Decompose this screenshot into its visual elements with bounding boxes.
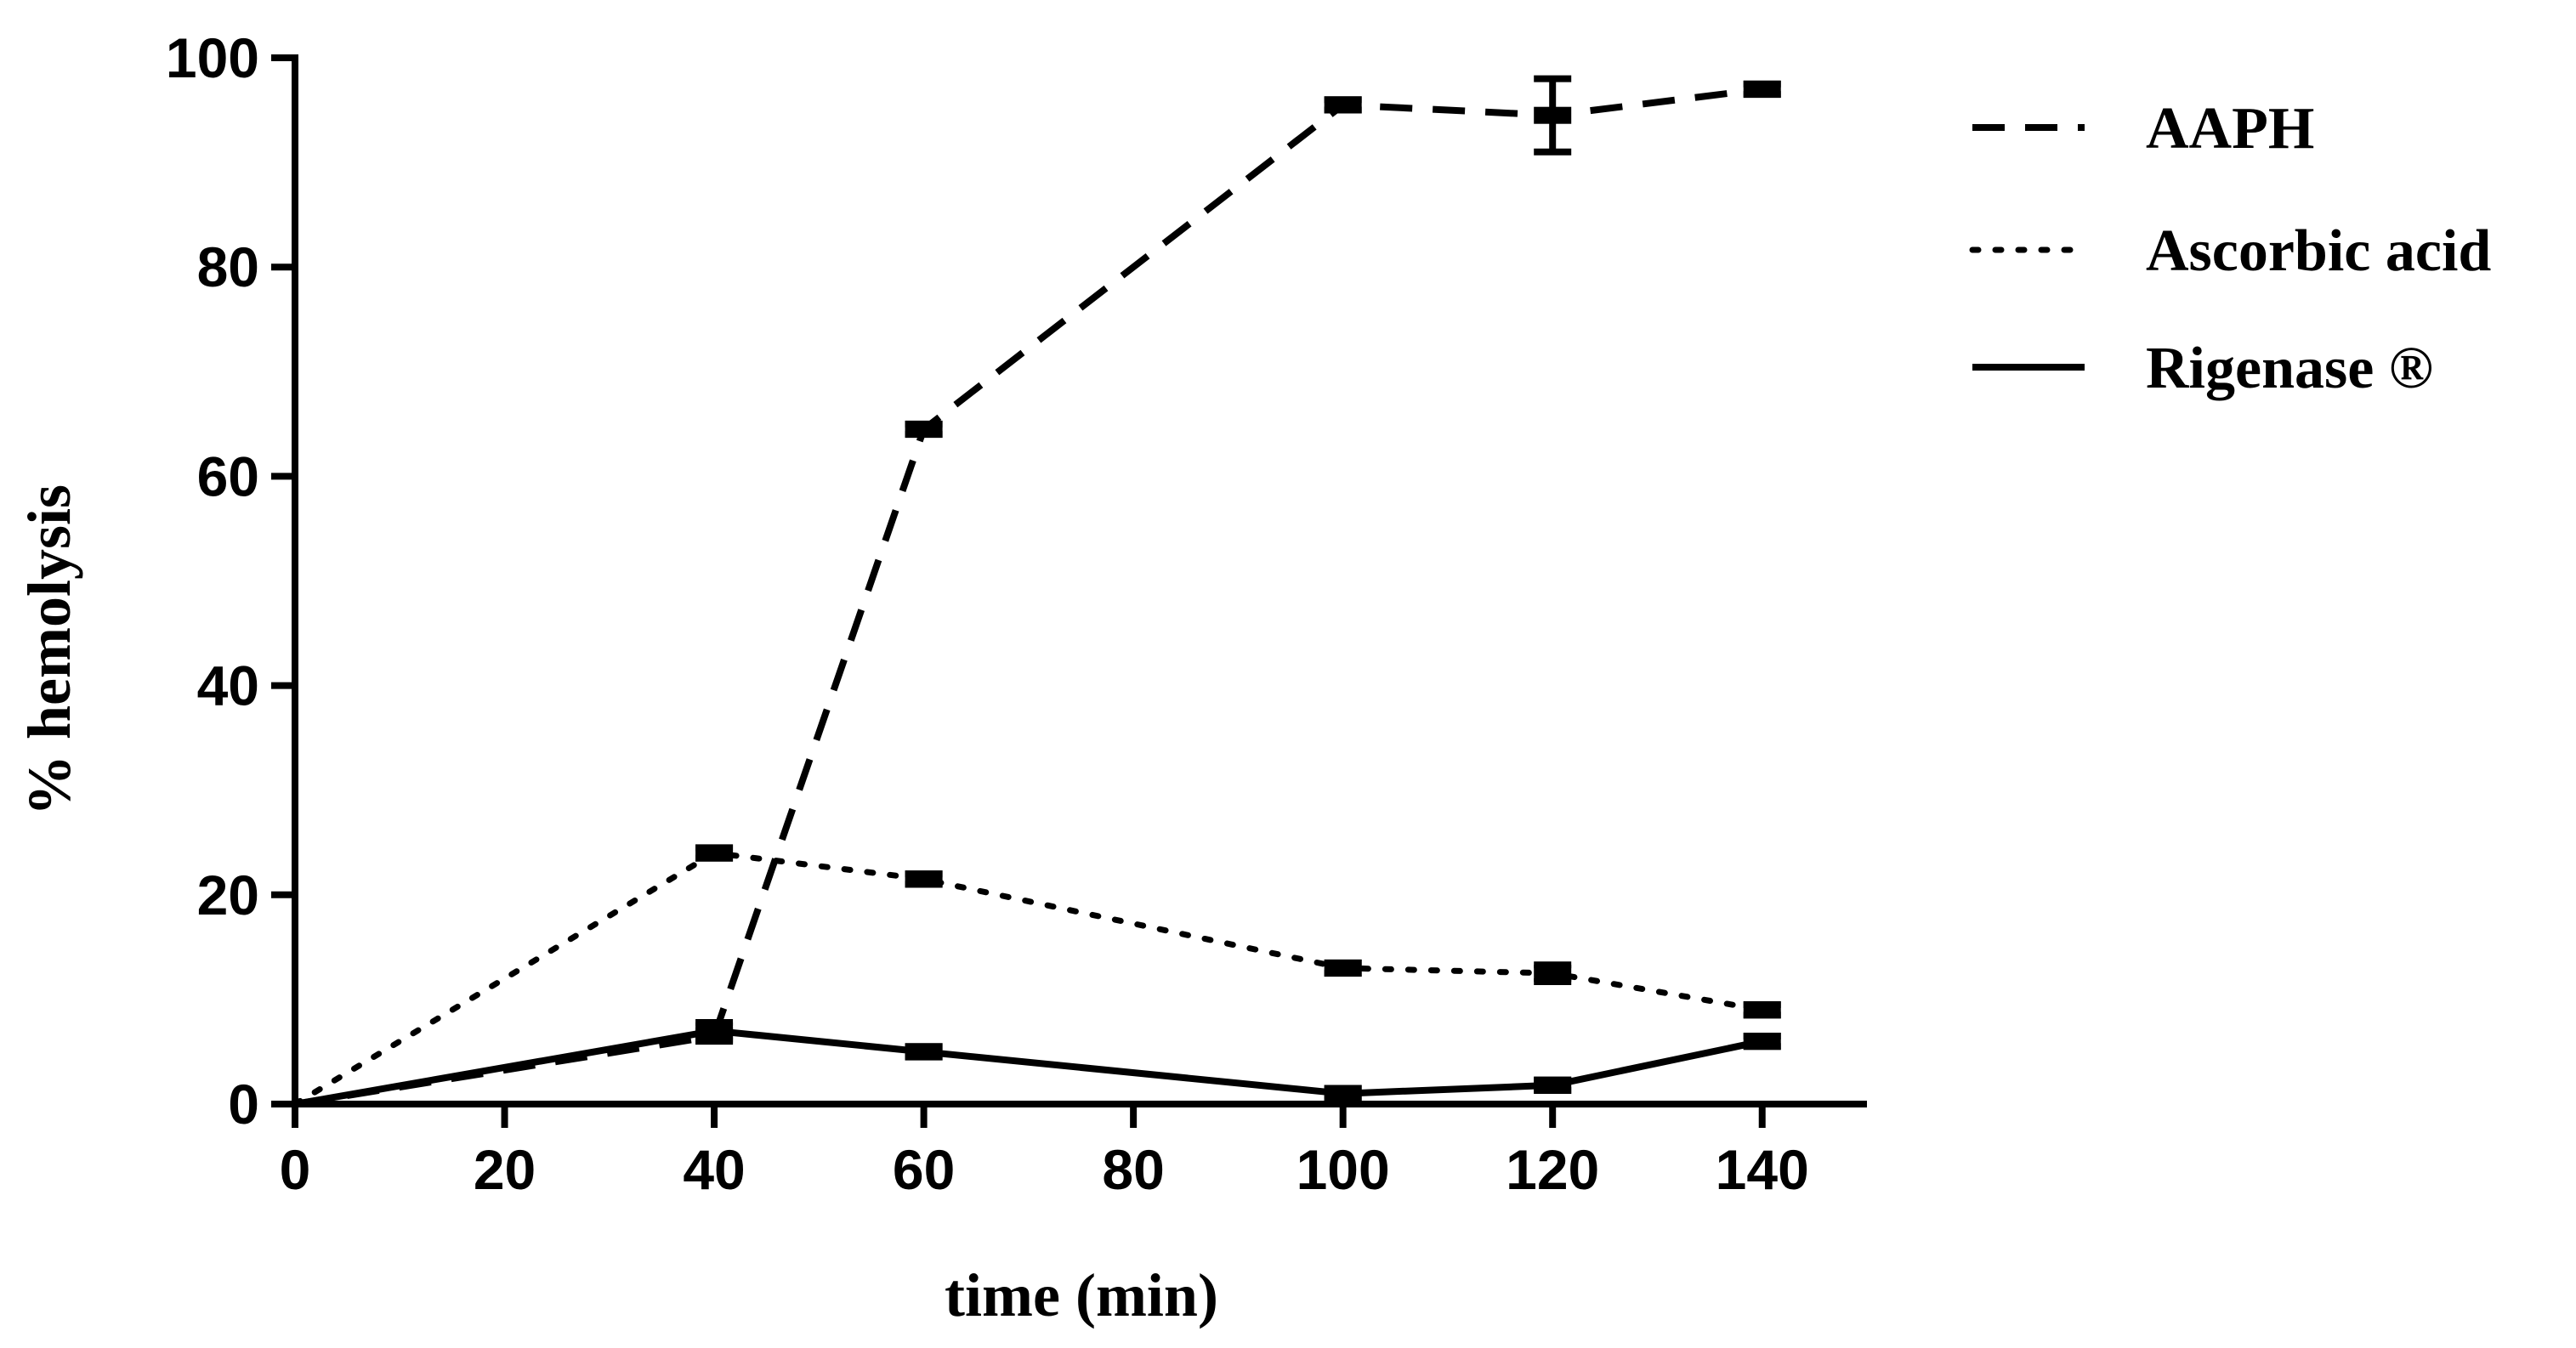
y-tick-label: 20 [197,864,259,926]
series-line-dashed [294,85,1763,1107]
series-line-solid [294,1027,1763,1107]
axes: 0 20 40 60 80 100 0 20 40 60 80 100 120 140 [166,26,1867,1201]
x-tick-label: 100 [1297,1138,1390,1201]
x-axis-title: time (min) [945,1261,1218,1329]
x-tick-label: 40 [683,1138,745,1201]
data-point-marker [1534,965,1572,983]
legend-label: Rigenase ® [2146,336,2433,401]
x-tick-label: 60 [893,1138,955,1201]
data-point-marker [905,1043,943,1061]
y-tick-label: 40 [197,654,259,717]
y-tick-label: 60 [197,445,259,507]
data-point-marker [905,421,943,439]
x-tick-label: 80 [1102,1138,1164,1201]
data-point-marker [1534,106,1572,124]
data-point-marker [905,870,943,888]
x-tick-label: 20 [474,1138,536,1201]
plot-area [292,75,1781,1107]
data-point-marker [1324,1085,1362,1102]
legend: AAPH Ascorbic acid Rigenase ® [1969,96,2491,401]
data-point-marker [1324,959,1362,977]
y-tick-label: 100 [166,26,259,89]
x-tick-label: 0 [280,1138,311,1201]
data-point-marker [1743,1033,1781,1051]
x-tick-label: 120 [1506,1138,1599,1201]
data-point-marker [1534,1076,1572,1094]
y-tick-label: 0 [228,1073,259,1136]
data-point-marker [695,844,734,862]
y-axis-title: % hemolysis [15,484,83,816]
data-point-marker [1324,96,1362,114]
legend-label: Ascorbic acid [2146,218,2491,284]
x-tick-label: 140 [1716,1138,1809,1201]
data-point-marker [1743,80,1781,98]
data-point-marker [695,1022,734,1039]
y-tick-label: 80 [197,235,259,298]
data-point-marker [1743,1001,1781,1019]
legend-label: AAPH [2146,96,2314,161]
